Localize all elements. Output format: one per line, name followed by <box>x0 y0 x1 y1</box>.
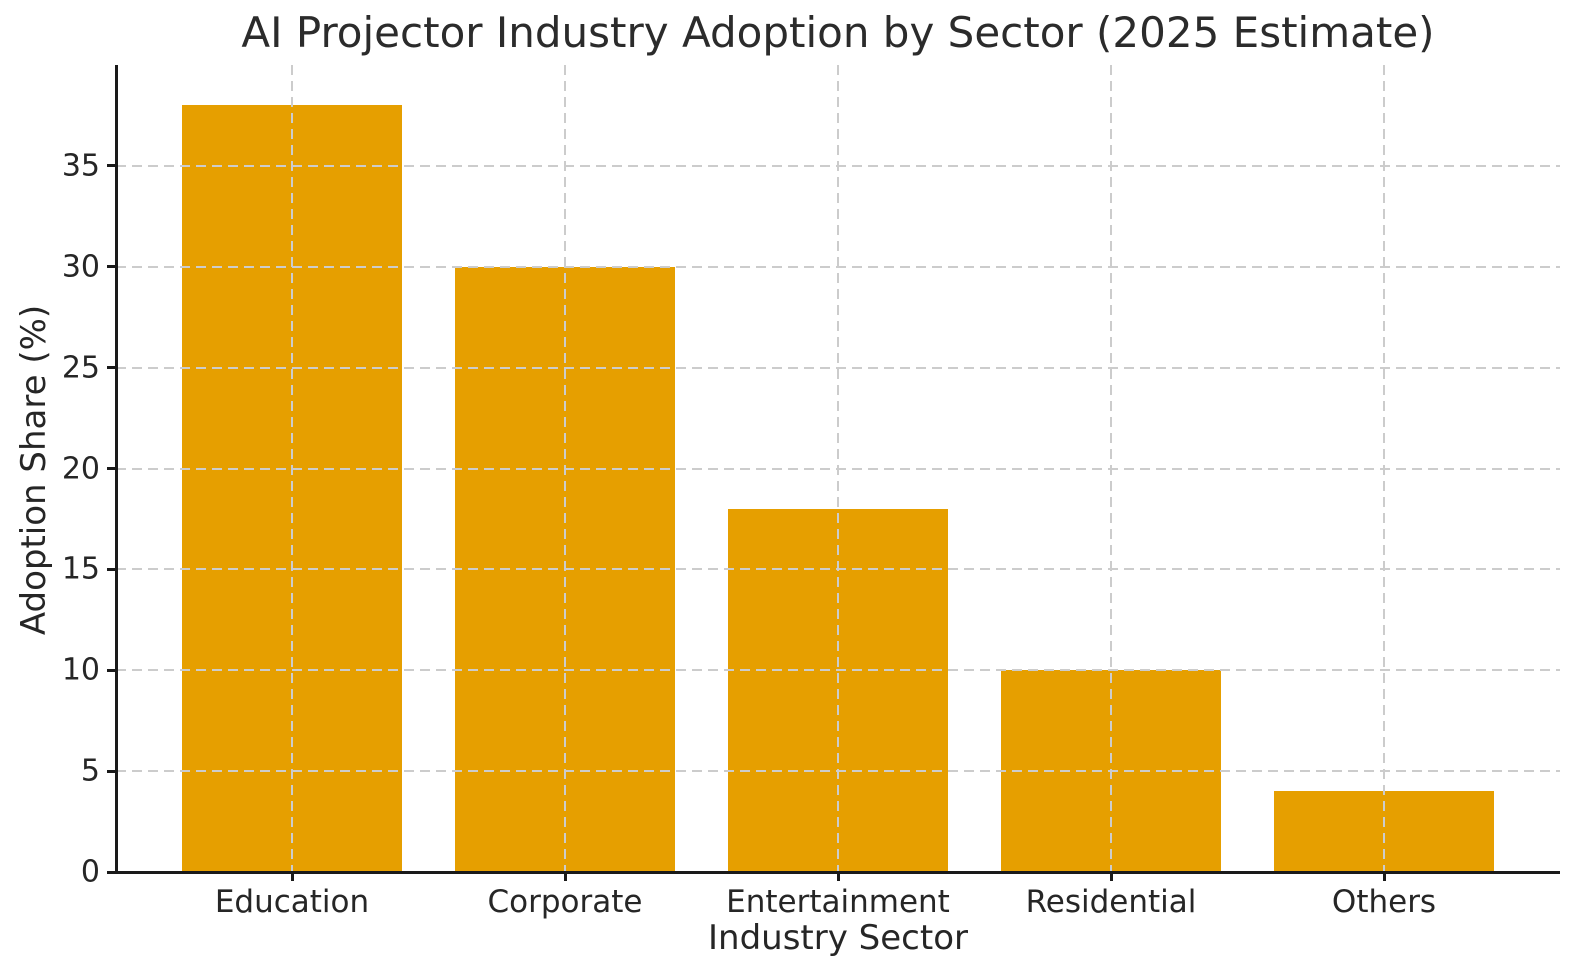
gridline-vertical <box>1110 65 1112 872</box>
y-tick-mark <box>107 769 116 773</box>
y-tick-label: 35 <box>61 148 100 184</box>
x-tick-mark <box>836 872 840 881</box>
x-tick-label: Entertainment <box>726 884 950 920</box>
x-tick-label: Education <box>214 884 370 920</box>
x-tick-label: Corporate <box>487 884 643 920</box>
y-tick-mark <box>107 265 116 269</box>
gridline-vertical <box>837 65 839 872</box>
y-tick-label: 5 <box>80 753 100 789</box>
y-tick-label: 10 <box>61 652 100 688</box>
x-tick-mark <box>290 872 294 881</box>
x-tick-mark <box>1109 872 1113 881</box>
y-tick-label: 20 <box>61 451 100 486</box>
y-tick-mark <box>107 870 116 874</box>
y-tick-label: 30 <box>61 249 100 285</box>
y-tick-label: 0 <box>80 854 100 890</box>
x-tick-mark <box>563 872 567 881</box>
gridline-vertical <box>291 65 293 872</box>
y-tick-mark <box>107 668 116 672</box>
y-tick-mark <box>107 366 116 370</box>
y-tick-mark <box>107 164 116 168</box>
x-axis-label: Industry Sector <box>708 918 968 958</box>
y-tick-mark <box>107 467 116 470</box>
y-axis-label: Adoption Share (%) <box>14 304 54 636</box>
gridline-vertical <box>564 65 566 872</box>
x-tick-label: Others <box>1331 884 1437 920</box>
gridline-vertical <box>1383 65 1385 872</box>
y-tick-mark <box>107 567 116 571</box>
y-tick-label: 25 <box>61 350 100 386</box>
x-tick-label: Residential <box>1025 884 1197 920</box>
y-tick-label: 15 <box>61 551 100 587</box>
x-tick-mark <box>1382 872 1386 881</box>
chart-title: AI Projector Industry Adoption by Sector… <box>241 8 1435 57</box>
plot-area: 0 5 10 15 20 25 30 35 Education Corporate Entertai… <box>62 65 1560 920</box>
y-axis-spine <box>115 65 118 874</box>
